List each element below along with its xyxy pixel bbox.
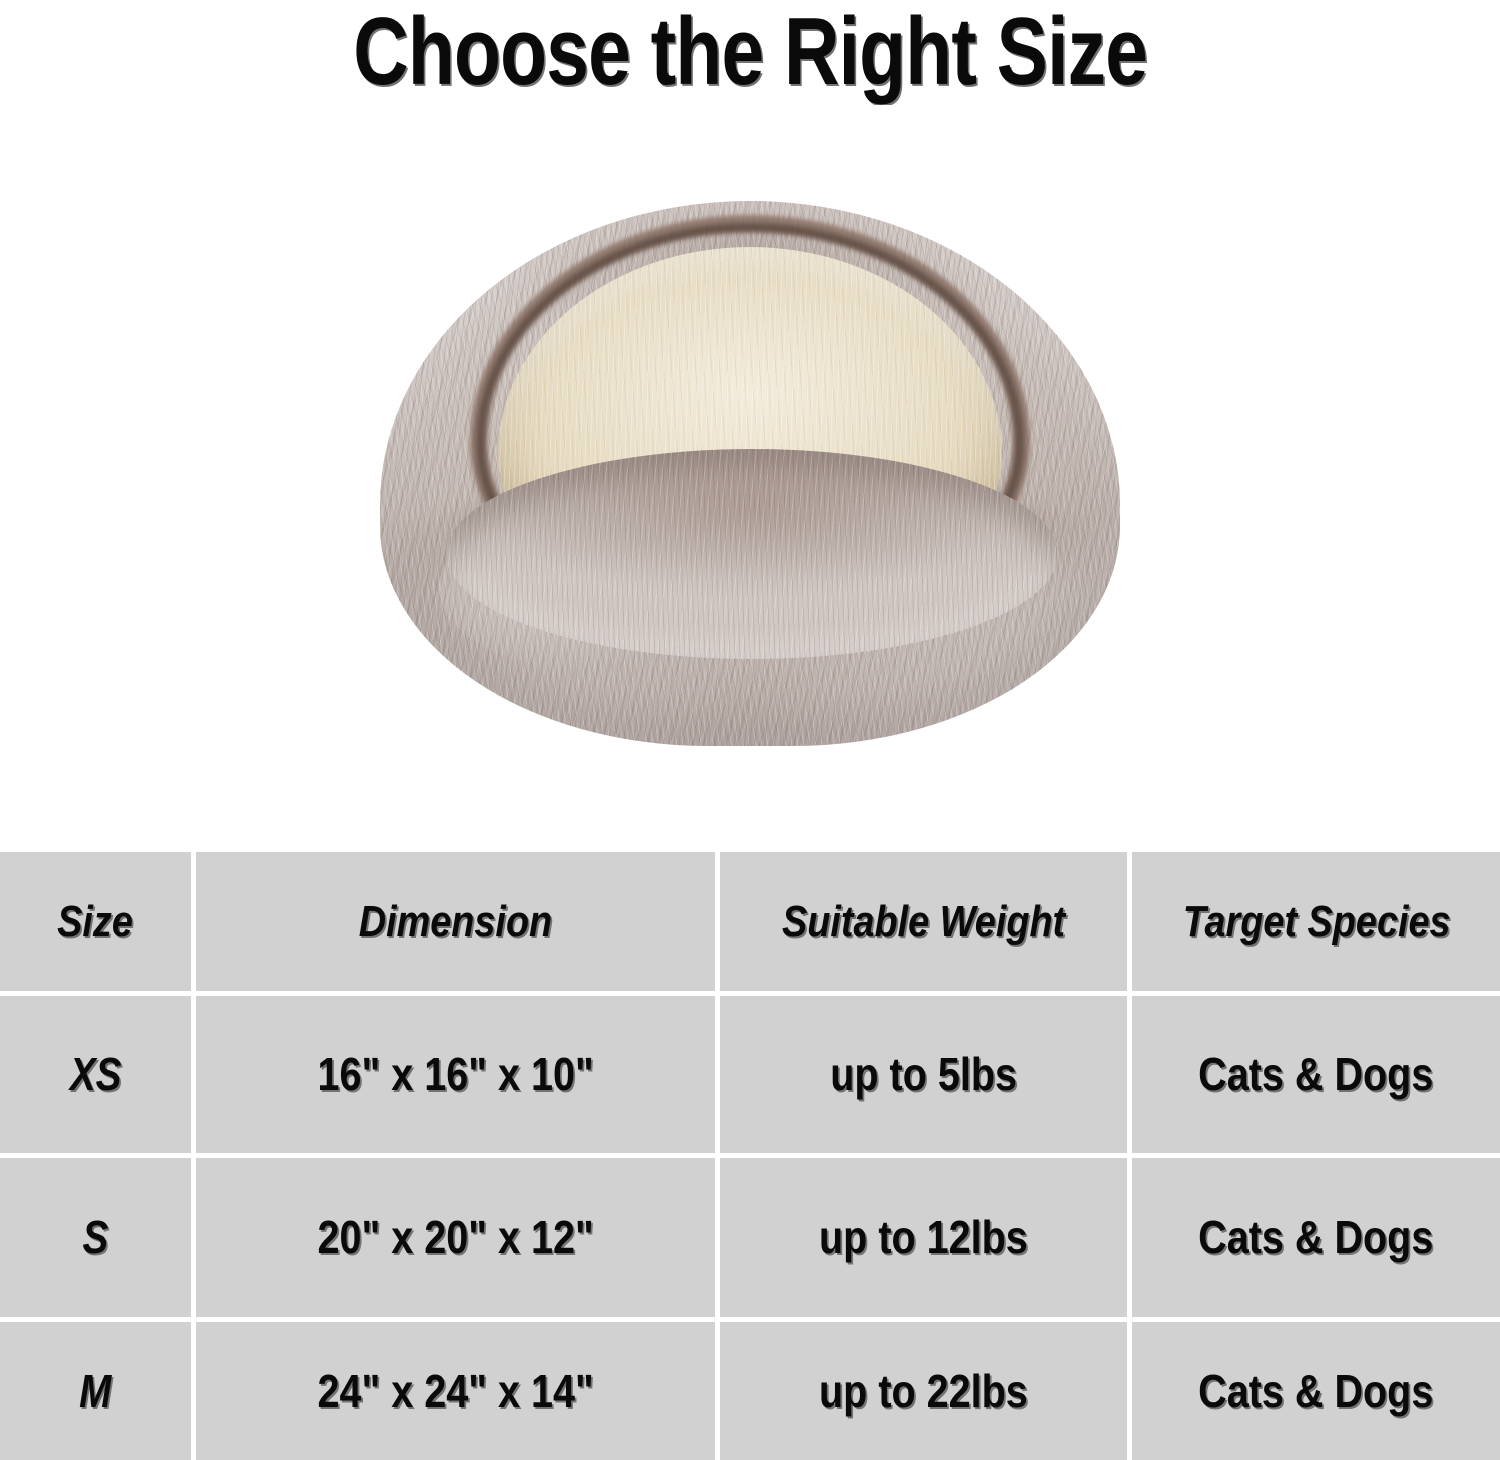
table-header-cell-size: Size bbox=[0, 852, 191, 992]
column-header-size: Size bbox=[57, 896, 134, 946]
column-header-dimension: Dimension bbox=[358, 896, 553, 946]
dimension-value: 20" x 20" x 12" bbox=[317, 1211, 594, 1263]
table-cell-weight: up to 12lbs bbox=[720, 1157, 1128, 1317]
pet-bed-illustration bbox=[380, 201, 1120, 746]
table-header-cell-species: Target Species bbox=[1132, 852, 1500, 992]
table-header-cell-weight: Suitable Weight bbox=[720, 852, 1128, 992]
title-bar: Choose the Right Size bbox=[0, 0, 1500, 105]
weight-value: up to 5lbs bbox=[830, 1048, 1018, 1101]
species-value: Cats & Dogs bbox=[1198, 1211, 1434, 1263]
table-cell-size: M bbox=[0, 1321, 191, 1460]
table-row: M 24" x 24" x 14" up to 22lbs Cats & Dog… bbox=[0, 1321, 1500, 1460]
weight-value: up to 12lbs bbox=[819, 1211, 1029, 1263]
size-value: M bbox=[79, 1364, 112, 1417]
rim-texture-layer bbox=[446, 449, 1058, 659]
table-cell-species: Cats & Dogs bbox=[1132, 1157, 1500, 1317]
page-title: Choose the Right Size bbox=[353, 0, 1148, 105]
table-cell-dimension: 24" x 24" x 14" bbox=[195, 1321, 716, 1460]
table-cell-weight: up to 22lbs bbox=[720, 1321, 1128, 1460]
table-header-row: Size Dimension Suitable Weight Target Sp… bbox=[0, 852, 1500, 992]
table-cell-dimension: 20" x 20" x 12" bbox=[195, 1157, 716, 1317]
table-cell-species: Cats & Dogs bbox=[1132, 1321, 1500, 1460]
table-row: S 20" x 20" x 12" up to 12lbs Cats & Dog… bbox=[0, 1157, 1500, 1317]
dimension-value: 24" x 24" x 14" bbox=[317, 1364, 594, 1417]
table-cell-dimension: 16" x 16" x 10" bbox=[195, 996, 716, 1153]
hood-brim-inner bbox=[476, 223, 1024, 631]
species-value: Cats & Dogs bbox=[1198, 1364, 1434, 1417]
size-value: S bbox=[82, 1211, 109, 1263]
weight-value: up to 22lbs bbox=[819, 1364, 1029, 1417]
table-cell-weight: up to 5lbs bbox=[720, 996, 1128, 1153]
dimension-value: 16" x 16" x 10" bbox=[317, 1048, 594, 1101]
table-cell-size: S bbox=[0, 1157, 191, 1317]
size-value: XS bbox=[69, 1048, 122, 1101]
table-row: XS 16" x 16" x 10" up to 5lbs Cats & Dog… bbox=[0, 996, 1500, 1153]
bed-front-rim bbox=[446, 449, 1058, 659]
table-cell-species: Cats & Dogs bbox=[1132, 996, 1500, 1153]
table-header-cell-dimension: Dimension bbox=[195, 852, 716, 992]
table-cell-size: XS bbox=[0, 996, 191, 1153]
product-image-area bbox=[0, 105, 1500, 845]
column-header-weight: Suitable Weight bbox=[782, 896, 1066, 946]
species-value: Cats & Dogs bbox=[1198, 1048, 1434, 1101]
column-header-species: Target Species bbox=[1182, 896, 1451, 946]
size-chart-table: Size Dimension Suitable Weight Target Sp… bbox=[0, 852, 1500, 1460]
